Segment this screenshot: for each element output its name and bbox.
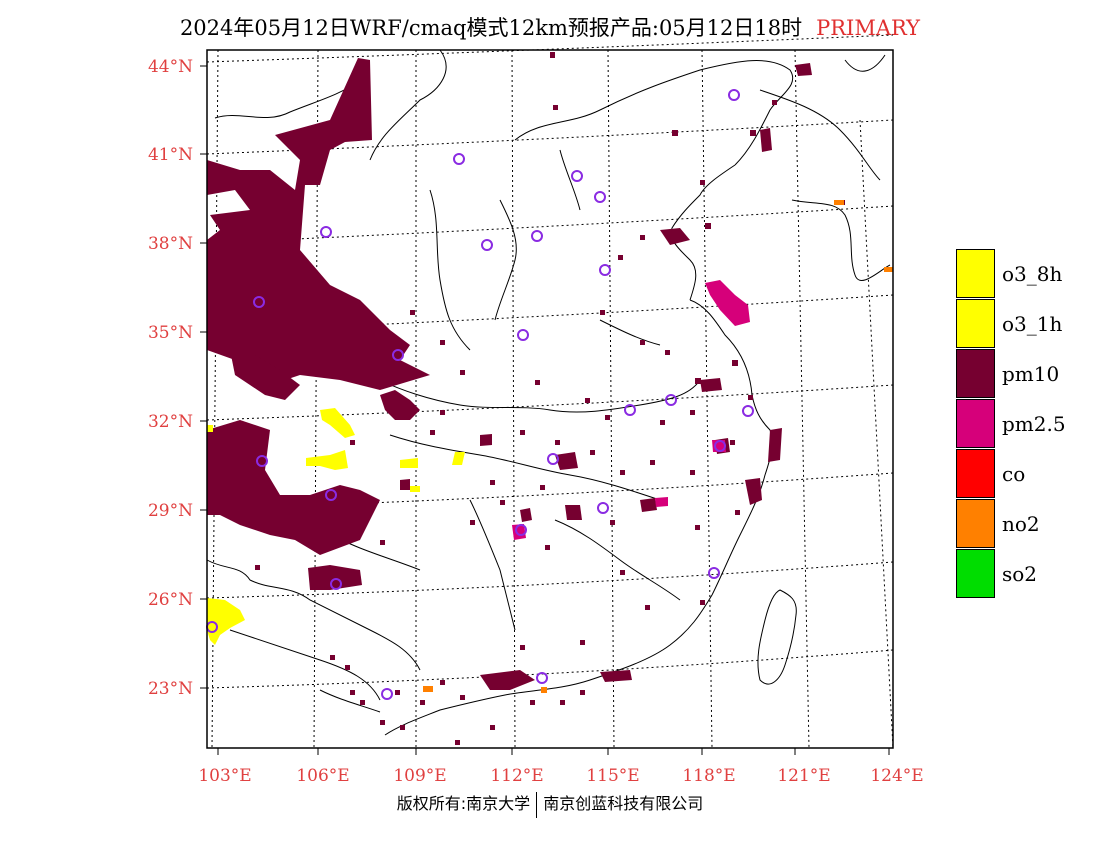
- lon-label-121: 121°E: [777, 766, 830, 786]
- lat-label-44: 44°N: [148, 57, 193, 77]
- copyright-left: 版权所有:南京大学: [396, 794, 531, 813]
- pm10-specks: [240, 52, 845, 745]
- longitude-labels: 103°E 106°E 109°E 112°E 115°E 118°E 121°…: [198, 766, 923, 786]
- pm10-regions: [207, 58, 812, 690]
- legend-swatch-no2: [956, 499, 995, 548]
- lat-label-38: 38°N: [148, 234, 193, 254]
- legend-label-no2: no2: [1002, 512, 1040, 536]
- legend-swatch-pm10: [956, 349, 995, 398]
- no2-regions: [423, 200, 893, 693]
- copyright-right: 南京创蓝科技有限公司: [543, 794, 704, 813]
- lon-label-124: 124°E: [870, 766, 923, 786]
- lon-label-106: 106°E: [296, 766, 349, 786]
- lat-label-32: 32°N: [148, 412, 193, 432]
- lat-label-35: 35°N: [148, 323, 193, 343]
- station-markers: [206, 89, 754, 700]
- legend-label-pm10: pm10: [1002, 362, 1060, 386]
- latitude-labels: 44°N 41°N 38°N 35°N 32°N 29°N 26°N 23°N: [148, 57, 193, 699]
- legend-label-co: co: [1002, 462, 1026, 486]
- legend-swatch-pm25: [956, 399, 995, 448]
- lon-label-112: 112°E: [490, 766, 543, 786]
- map-title: 2024年05月12日WRF/cmaq模式12km预报产品:05月12日18时 P…: [0, 12, 1100, 42]
- legend-label-pm25: pm2.5: [1002, 412, 1066, 436]
- legend-label-o3-8h: o3_8h: [1002, 262, 1063, 286]
- boundaries: [206, 49, 891, 736]
- lon-label-115: 115°E: [586, 766, 639, 786]
- legend-swatch-co: [956, 449, 995, 498]
- legend-swatch-so2: [956, 549, 995, 598]
- o3-regions: [207, 408, 465, 645]
- lat-label-29: 29°N: [148, 501, 193, 521]
- tick-marks: [200, 65, 890, 755]
- lon-label-109: 109°E: [393, 766, 446, 786]
- title-text: 2024年05月12日WRF/cmaq模式12km预报产品:05月12日18时: [179, 16, 803, 40]
- map-frame: [206, 49, 894, 749]
- lat-label-26: 26°N: [148, 590, 193, 610]
- footer-divider: [536, 791, 538, 818]
- copyright-footer: 版权所有:南京大学 南京创蓝科技有限公司: [0, 790, 1100, 818]
- lon-label-103: 103°E: [198, 766, 251, 786]
- legend-swatch-o3-8h: [956, 249, 995, 298]
- lat-label-41: 41°N: [148, 145, 193, 165]
- legend-label-o3-1h: o3_1h: [1002, 312, 1063, 336]
- legend-label-so2: so2: [1002, 562, 1038, 586]
- lat-label-23: 23°N: [148, 679, 193, 699]
- lon-label-118: 118°E: [682, 766, 735, 786]
- legend-swatch-o3-1h: [956, 299, 995, 348]
